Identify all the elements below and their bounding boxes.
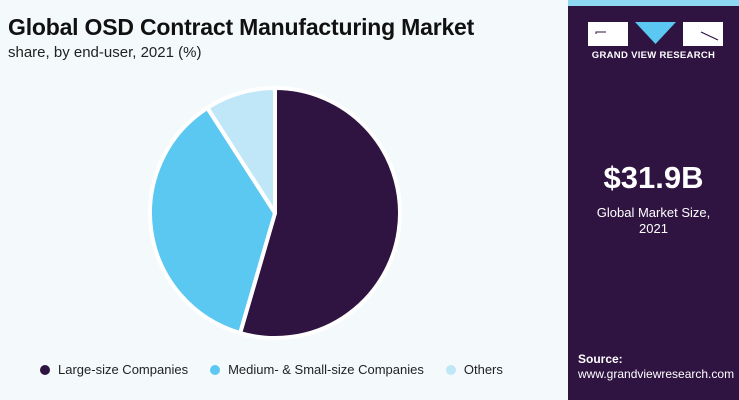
chart-subtitle: share, by end-user, 2021 (%)	[8, 44, 202, 61]
pie-slice-large	[238, 86, 402, 340]
market-size-value: $31.9B	[603, 160, 704, 195]
panel-accent-strip	[568, 0, 739, 6]
market-size-caption: Global Market Size,	[596, 205, 711, 220]
source-label: Source:	[578, 352, 623, 366]
chart-title: Global OSD Contract Manufacturing Market	[8, 14, 475, 40]
legend-swatch	[40, 364, 50, 375]
grand-view-research-logo	[588, 22, 723, 46]
market-size-label: Global Market Size, 2021	[568, 205, 739, 237]
legend-label: Large-size Companies	[58, 362, 189, 377]
legend-swatch	[445, 364, 456, 375]
pie-chart	[148, 86, 402, 340]
brand-name: GRAND VIEW RESEARCH	[591, 50, 716, 61]
pie-slice-others	[205, 86, 277, 215]
legend-label: Medium- & Small-size Companies	[228, 362, 424, 377]
source-url[interactable]: www.grandviewresearch.com	[578, 367, 735, 381]
info-panel: GRAND VIEW RESEARCH $31.9B Global Market…	[568, 0, 739, 400]
source: Source: www.grandviewresearch.com	[578, 352, 734, 382]
legend-item-large: Large-size Companies	[40, 362, 188, 377]
market-size-year: 2021	[639, 221, 668, 236]
legend-item-medium-small: Medium- & Small-size Companies	[210, 362, 424, 377]
legend: Large-size Companies Medium- & Small-siz…	[40, 362, 503, 377]
legend-swatch	[210, 364, 221, 375]
pie-slice-medium-small	[148, 105, 277, 336]
legend-item-others: Others	[445, 362, 503, 377]
legend-label: Others	[463, 362, 503, 377]
